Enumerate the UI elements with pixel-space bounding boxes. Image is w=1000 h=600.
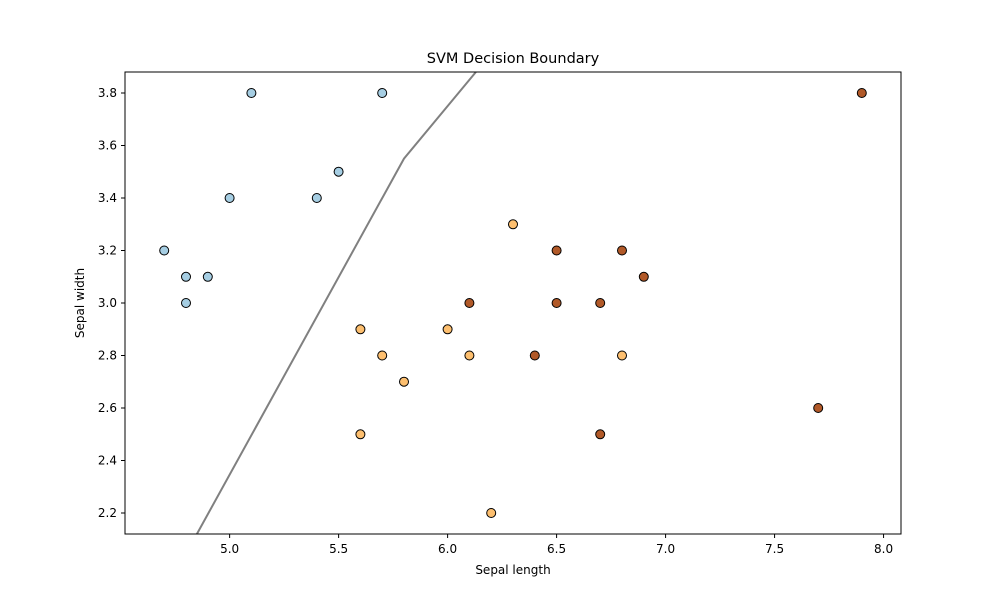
y-tick-label: 2.8 [98,349,117,363]
decision-boundary-layer [196,71,477,535]
data-point-class-1 [355,324,366,335]
data-point-class-0 [159,245,170,256]
data-point-class-0 [377,88,388,98]
y-tick-label: 3.4 [98,191,117,205]
data-point-class-2 [551,298,562,308]
data-point-class-2 [856,88,867,98]
y-tick-label: 3.8 [98,86,117,100]
data-point-class-2 [464,298,475,308]
data-point-class-1 [464,350,475,361]
data-point-class-2 [813,403,824,413]
decision-boundary-line [196,71,477,535]
data-point-class-0 [181,298,191,308]
y-axis: 2.2 2.4 2.6 2.8 3.0 3.2 3.4 3.6 3.8 [98,86,125,520]
x-tick-label: 5.5 [329,542,348,556]
data-point-class-0 [224,193,235,203]
x-tick-label: 6.5 [547,542,566,556]
x-tick-label: 6.0 [438,542,457,556]
x-axis-label: Sepal length [475,563,550,577]
y-axis-label: Sepal width [73,268,87,338]
x-axis: 5.0 5.5 6.0 6.5 7.0 7.5 8.0 [220,534,893,556]
x-tick-label: 8.0 [874,542,893,556]
data-point-class-1 [442,324,453,335]
y-tick-label: 3.0 [98,296,117,310]
x-tick-label: 7.5 [765,542,784,556]
data-point-class-2 [638,271,649,282]
points-layer [159,88,867,518]
plot-area [125,72,901,534]
x-tick-label: 5.0 [220,542,239,556]
y-tick-label: 2.6 [98,401,117,415]
data-point-class-0 [181,271,191,282]
data-point-class-2 [529,350,540,361]
y-tick-label: 2.4 [98,454,117,468]
x-tick-label: 7.0 [656,542,675,556]
chart-title: SVM Decision Boundary [427,51,600,67]
y-tick-label: 3.2 [98,244,117,258]
data-point-class-1 [617,350,627,361]
data-point-class-1 [377,350,388,361]
data-point-class-0 [202,271,213,282]
data-point-class-1 [508,219,518,230]
data-point-class-0 [311,193,322,203]
data-point-class-1 [355,429,366,440]
data-point-class-2 [551,245,562,256]
y-tick-label: 3.6 [98,139,117,153]
data-point-class-1 [399,376,409,387]
data-point-class-2 [595,429,606,440]
data-point-class-0 [333,166,344,177]
data-point-class-2 [595,298,606,308]
data-point-class-2 [617,245,627,256]
data-point-class-0 [246,88,257,98]
data-point-class-1 [486,508,497,518]
y-tick-label: 2.2 [98,506,117,520]
